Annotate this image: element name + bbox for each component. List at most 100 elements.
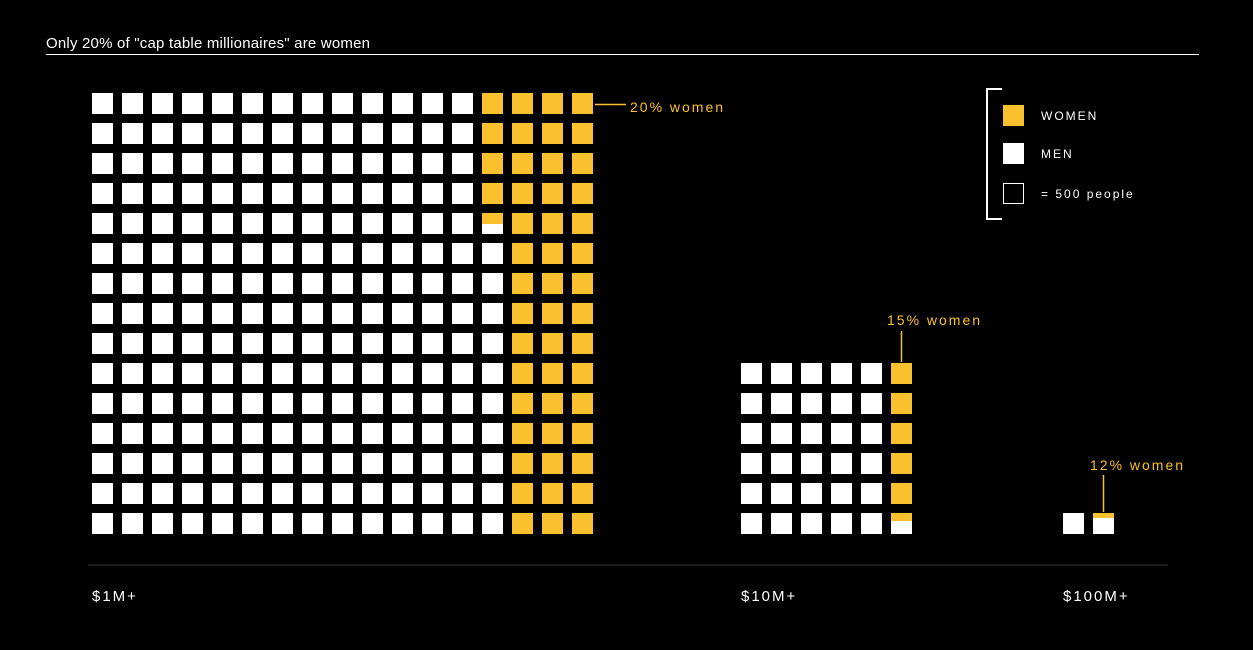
tier-label-100m: $100M+	[1063, 588, 1130, 605]
waffle-square-1M-10-3	[182, 393, 203, 414]
waffle-square-1M-1-13	[482, 123, 503, 144]
waffle-square-1M-0-1	[122, 93, 143, 114]
waffle-square-1M-5-9	[362, 243, 383, 264]
waffle-square-1M-9-12	[452, 363, 473, 384]
waffle-square-1M-1-7	[302, 123, 323, 144]
waffle-square-1M-11-12	[452, 423, 473, 444]
waffle-square-1M-4-4	[212, 213, 233, 234]
waffle-square-1M-10-2	[152, 393, 173, 414]
waffle-square-10M-5-2	[801, 513, 822, 534]
waffle-square-1M-2-1	[122, 153, 143, 174]
waffle-square-1M-5-1	[122, 243, 143, 264]
waffle-square-1M-8-9	[362, 333, 383, 354]
waffle-square-1M-13-3	[182, 483, 203, 504]
waffle-square-1M-5-14	[512, 243, 533, 264]
waffle-square-1M-10-14	[512, 393, 533, 414]
waffle-square-1M-10-8	[332, 393, 353, 414]
waffle-square-100M-0-1	[1093, 513, 1114, 534]
waffle-square-1M-9-15	[542, 363, 563, 384]
waffle-square-1M-0-6	[272, 93, 293, 114]
waffle-square-1M-3-5	[242, 183, 263, 204]
legend-bracket	[986, 88, 1002, 220]
waffle-square-1M-4-1	[122, 213, 143, 234]
chart-title: Only 20% of "cap table millionaires" are…	[46, 35, 371, 52]
waffle-square-1M-7-8	[332, 303, 353, 324]
waffle-square-1M-14-14	[512, 513, 533, 534]
waffle-square-1M-3-8	[332, 183, 353, 204]
waffle-square-10M-1-2	[801, 393, 822, 414]
waffle-square-1M-13-1	[122, 483, 143, 504]
waffle-square-1M-4-16	[572, 213, 593, 234]
waffle-square-1M-4-3	[182, 213, 203, 234]
waffle-square-1M-14-9	[362, 513, 383, 534]
waffle-square-1M-3-1	[122, 183, 143, 204]
waffle-square-1M-0-13	[482, 93, 503, 114]
waffle-square-1M-7-10	[392, 303, 413, 324]
waffle-square-1M-6-9	[362, 273, 383, 294]
waffle-square-10M-5-5-women-part	[891, 513, 912, 521]
waffle-square-1M-2-13	[482, 153, 503, 174]
waffle-square-1M-8-3	[182, 333, 203, 354]
waffle-square-1M-14-11	[422, 513, 443, 534]
waffle-square-1M-1-5	[242, 123, 263, 144]
waffle-square-1M-14-0	[92, 513, 113, 534]
waffle-square-1M-9-8	[332, 363, 353, 384]
waffle-square-1M-4-2	[152, 213, 173, 234]
waffle-square-1M-1-16	[572, 123, 593, 144]
waffle-square-1M-6-1	[122, 273, 143, 294]
waffle-square-1M-1-9	[362, 123, 383, 144]
waffle-square-1M-6-2	[152, 273, 173, 294]
waffle-square-1M-12-13	[482, 453, 503, 474]
waffle-square-10M-1-3	[831, 393, 852, 414]
waffle-square-1M-5-15	[542, 243, 563, 264]
waffle-square-1M-4-7	[302, 213, 323, 234]
waffle-square-1M-13-2	[152, 483, 173, 504]
waffle-square-1M-7-6	[272, 303, 293, 324]
waffle-square-1M-7-5	[242, 303, 263, 324]
waffle-square-1M-12-6	[272, 453, 293, 474]
waffle-square-1M-9-14	[512, 363, 533, 384]
waffle-square-1M-7-12	[452, 303, 473, 324]
waffle-square-1M-10-0	[92, 393, 113, 414]
waffle-square-1M-14-5	[242, 513, 263, 534]
waffle-square-1M-12-14	[512, 453, 533, 474]
waffle-square-10M-2-2	[801, 423, 822, 444]
waffle-square-1M-11-1	[122, 423, 143, 444]
waffle-square-1M-5-13	[482, 243, 503, 264]
waffle-square-1M-12-5	[242, 453, 263, 474]
waffle-square-1M-12-9	[362, 453, 383, 474]
waffle-square-1M-0-16	[572, 93, 593, 114]
waffle-square-1M-10-9	[362, 393, 383, 414]
waffle-square-1M-11-7	[302, 423, 323, 444]
tier-label-10m: $10M+	[741, 588, 798, 605]
waffle-square-1M-5-0	[92, 243, 113, 264]
waffle-square-1M-3-10	[392, 183, 413, 204]
waffle-square-1M-13-9	[362, 483, 383, 504]
waffle-square-1M-8-10	[392, 333, 413, 354]
waffle-square-1M-10-12	[452, 393, 473, 414]
waffle-square-1M-12-10	[392, 453, 413, 474]
callout-100m: 12% women	[1090, 457, 1186, 473]
waffle-square-1M-10-6	[272, 393, 293, 414]
waffle-square-1M-9-1	[122, 363, 143, 384]
legend-swatch-men	[1003, 143, 1024, 164]
waffle-square-1M-0-5	[242, 93, 263, 114]
waffle-square-1M-13-12	[452, 483, 473, 504]
waffle-square-1M-3-6	[272, 183, 293, 204]
waffle-square-10M-4-0	[741, 483, 762, 504]
waffle-square-1M-14-3	[182, 513, 203, 534]
waffle-square-1M-4-5	[242, 213, 263, 234]
waffle-square-10M-3-0	[741, 453, 762, 474]
waffle-square-1M-2-8	[332, 153, 353, 174]
waffle-square-1M-11-2	[152, 423, 173, 444]
waffle-square-1M-4-0	[92, 213, 113, 234]
waffle-square-1M-6-12	[452, 273, 473, 294]
waffle-square-1M-11-6	[272, 423, 293, 444]
waffle-square-1M-9-2	[152, 363, 173, 384]
waffle-square-1M-0-2	[152, 93, 173, 114]
waffle-square-1M-2-9	[362, 153, 383, 174]
waffle-square-1M-4-12	[452, 213, 473, 234]
waffle-square-1M-14-2	[152, 513, 173, 534]
waffle-square-1M-14-15	[542, 513, 563, 534]
waffle-square-1M-9-9	[362, 363, 383, 384]
